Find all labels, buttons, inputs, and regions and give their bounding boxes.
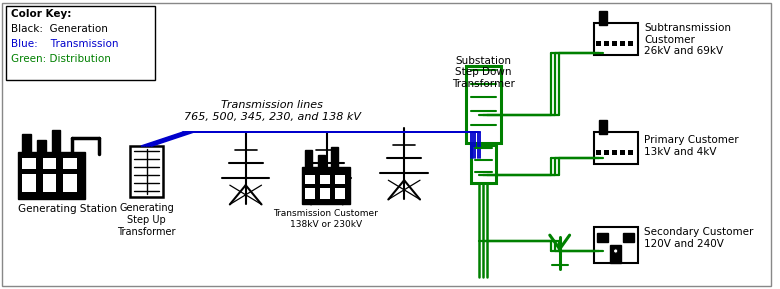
Bar [331, 147, 338, 168]
Text: Generating
Step Up
Transformer: Generating Step Up Transformer [117, 203, 176, 237]
Bar [335, 175, 345, 184]
Bar [6, 6, 154, 79]
Bar [305, 175, 315, 184]
Bar [612, 150, 617, 155]
Text: Black:  Generation: Black: Generation [11, 24, 108, 34]
Bar [305, 150, 312, 168]
Bar [63, 158, 77, 169]
Bar [335, 188, 345, 199]
Bar [612, 41, 617, 46]
Bar [597, 233, 608, 242]
Bar [604, 150, 609, 155]
Bar [63, 174, 77, 192]
Text: Primary Customer
13kV and 4kV: Primary Customer 13kV and 4kV [644, 135, 739, 157]
Bar [22, 134, 30, 153]
Bar [22, 174, 36, 192]
Bar [320, 188, 330, 199]
Bar [51, 130, 60, 153]
Bar [470, 145, 496, 183]
Text: Blue:    Transmission: Blue: Transmission [11, 39, 119, 49]
Text: Transmission Customer
138kV or 230kV: Transmission Customer 138kV or 230kV [274, 210, 378, 229]
Text: Color Key:: Color Key: [11, 9, 71, 19]
Text: Green: Distribution: Green: Distribution [11, 54, 111, 64]
Circle shape [614, 249, 618, 253]
Bar [302, 167, 349, 204]
Bar [320, 175, 330, 184]
Text: Generating Station: Generating Station [18, 204, 117, 214]
Bar [597, 150, 601, 155]
Bar [604, 41, 609, 46]
Bar [628, 41, 633, 46]
Bar [305, 188, 315, 199]
Bar [18, 152, 85, 199]
Bar [623, 233, 634, 242]
Text: Secondary Customer
120V and 240V: Secondary Customer 120V and 240V [644, 227, 753, 249]
Bar [594, 132, 638, 164]
Text: Subtransmission
Customer
26kV and 69kV: Subtransmission Customer 26kV and 69kV [644, 23, 731, 56]
Bar [318, 155, 325, 168]
Bar [37, 140, 45, 153]
Bar [620, 150, 625, 155]
Bar [594, 227, 638, 263]
Text: Substation
Step Down
Transformer: Substation Step Down Transformer [452, 56, 515, 89]
Bar [594, 23, 638, 55]
Bar [599, 120, 608, 134]
Bar [129, 146, 164, 197]
Bar [610, 245, 621, 263]
Bar [597, 41, 601, 46]
Bar [22, 158, 36, 169]
Bar [43, 174, 56, 192]
Bar [43, 158, 56, 169]
Text: Transmission lines
765, 500, 345, 230, and 138 kV: Transmission lines 765, 500, 345, 230, a… [184, 100, 361, 122]
Bar [599, 11, 608, 25]
Bar [620, 41, 625, 46]
Bar [466, 66, 502, 143]
Bar [628, 150, 633, 155]
